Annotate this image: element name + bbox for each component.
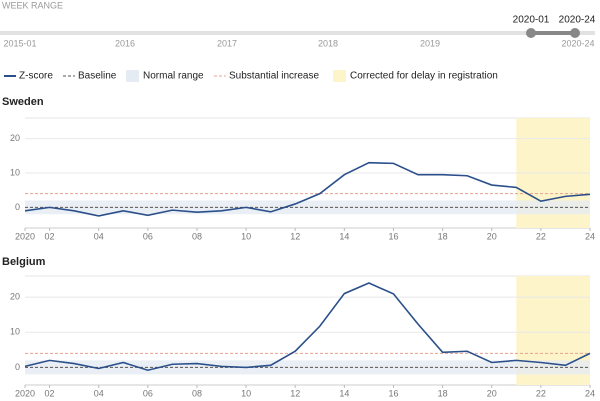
x-tick-label: 16 <box>388 388 398 398</box>
x-tick-label: 18 <box>438 388 448 398</box>
slider-tick-label: 2016 <box>115 38 135 48</box>
x-tick-label: 20 <box>487 388 497 398</box>
slider-end: 2020-24 <box>559 15 596 26</box>
legend-label: Baseline <box>78 71 117 82</box>
y-tick-label: 0 <box>15 362 20 372</box>
week-range-label: WEEK RANGE <box>2 0 63 10</box>
slider-tick-label: 2019 <box>420 38 440 48</box>
slider-tick-label: 2015-01 <box>3 38 36 48</box>
y-tick-label: 10 <box>10 327 20 337</box>
legend: Z-score Baseline Normal range Substantia… <box>4 70 498 82</box>
legend-label: Z-score <box>19 71 53 82</box>
chart-title: Sweden <box>2 96 44 108</box>
x-tick-label: 22 <box>536 231 546 241</box>
legend-swatch <box>333 70 346 82</box>
x-tick-label: 12 <box>290 388 300 398</box>
slider-start: 2020-01 <box>513 15 550 26</box>
slider-handle[interactable] <box>570 28 580 38</box>
x-tick-label: 14 <box>339 231 349 241</box>
x-tick-label: 24 <box>585 388 595 398</box>
legend-label: Substantial increase <box>229 71 319 82</box>
x-tick-label: 04 <box>94 388 104 398</box>
x-tick-label: 2020 <box>15 388 35 398</box>
x-tick-label: 24 <box>585 231 595 241</box>
x-tick-label: 18 <box>438 231 448 241</box>
slider-tick-label: 2020-24 <box>561 38 594 48</box>
x-tick-label: 14 <box>339 388 349 398</box>
x-tick-label: 16 <box>388 231 398 241</box>
y-tick-label: 10 <box>10 167 20 177</box>
x-tick-label: 08 <box>192 231 202 241</box>
x-tick-label: 10 <box>241 388 251 398</box>
x-tick-label: 22 <box>536 388 546 398</box>
x-tick-label: 02 <box>45 231 55 241</box>
x-tick-label: 08 <box>192 388 202 398</box>
legend-label: Corrected for delay in registration <box>350 71 498 82</box>
x-tick-label: 06 <box>143 388 153 398</box>
slider-handle[interactable] <box>526 28 536 38</box>
y-tick-label: 20 <box>10 291 20 301</box>
x-tick-label: 20 <box>487 231 497 241</box>
x-tick-label: 04 <box>94 231 104 241</box>
chart-title: Belgium <box>2 256 46 268</box>
legend-label: Normal range <box>143 71 204 82</box>
slider-tick-label: 2017 <box>217 38 237 48</box>
slider-tick-label: 2018 <box>318 38 338 48</box>
x-tick-label: 02 <box>45 388 55 398</box>
z-score-line <box>24 161 591 217</box>
y-tick-label: 20 <box>10 133 20 143</box>
x-tick-label: 2020 <box>15 231 35 241</box>
x-tick-label: 12 <box>290 231 300 241</box>
legend-swatch <box>126 70 139 82</box>
x-tick-label: 06 <box>143 231 153 241</box>
y-tick-label: 0 <box>15 202 20 212</box>
z-score-line <box>24 282 591 372</box>
x-tick-label: 10 <box>241 231 251 241</box>
